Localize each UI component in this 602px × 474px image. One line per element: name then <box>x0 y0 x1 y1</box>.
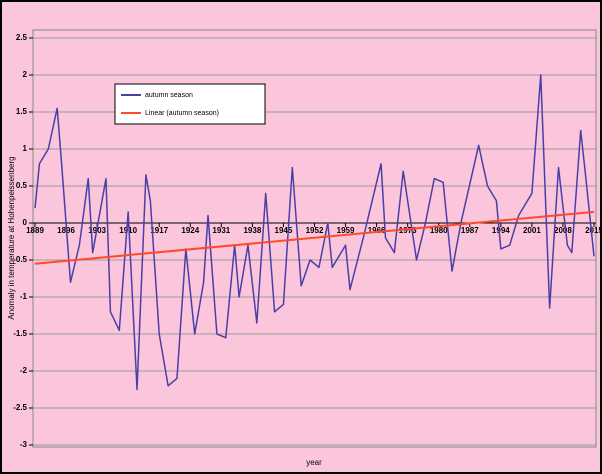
series-line <box>34 74 595 391</box>
x-tick-label: 1931 <box>212 226 230 235</box>
x-tick-label: 1966 <box>368 226 386 235</box>
y-tick-label: -1.5 <box>13 329 27 338</box>
y-tick-label: -3 <box>20 440 28 449</box>
y-tick-label: 1.5 <box>16 107 28 116</box>
x-tick-label: 1889 <box>26 226 44 235</box>
x-tick-label: 1945 <box>275 226 293 235</box>
y-tick-label: 1 <box>23 144 28 153</box>
x-tick-label: 1917 <box>150 226 168 235</box>
x-tick-label: 2001 <box>523 226 541 235</box>
y-tick-label: -2.5 <box>13 403 27 412</box>
legend-label: autumn season <box>145 92 193 99</box>
y-tick-label: 2 <box>23 70 28 79</box>
y-tick-label: 2.5 <box>16 33 28 42</box>
y-tick-label: -0.5 <box>13 255 27 264</box>
y-tick-label: -1 <box>20 292 28 301</box>
y-tick-label: 0.5 <box>16 181 28 190</box>
x-tick-label: 1959 <box>337 226 355 235</box>
x-tick-label: 1994 <box>492 226 510 235</box>
x-tick-label: 1973 <box>399 226 417 235</box>
x-tick-label: 1987 <box>461 226 479 235</box>
x-tick-label: 1924 <box>181 226 199 235</box>
x-tick-label: 2015 <box>585 226 602 235</box>
y-tick-label: -2 <box>20 366 28 375</box>
x-tick-label: 1938 <box>243 226 261 235</box>
x-tick-label: 2008 <box>554 226 572 235</box>
x-tick-label: 1952 <box>306 226 324 235</box>
legend-box <box>114 83 266 125</box>
trend-line <box>34 210 595 265</box>
x-tick-label: 1980 <box>430 226 448 235</box>
x-axis-label: year <box>306 458 322 467</box>
legend-label: Linear (autumn season) <box>145 110 219 117</box>
y-axis-label: Anomaly in temperature at Hohenpeissenbe… <box>7 156 16 319</box>
y-tick-label: 0 <box>23 218 28 227</box>
